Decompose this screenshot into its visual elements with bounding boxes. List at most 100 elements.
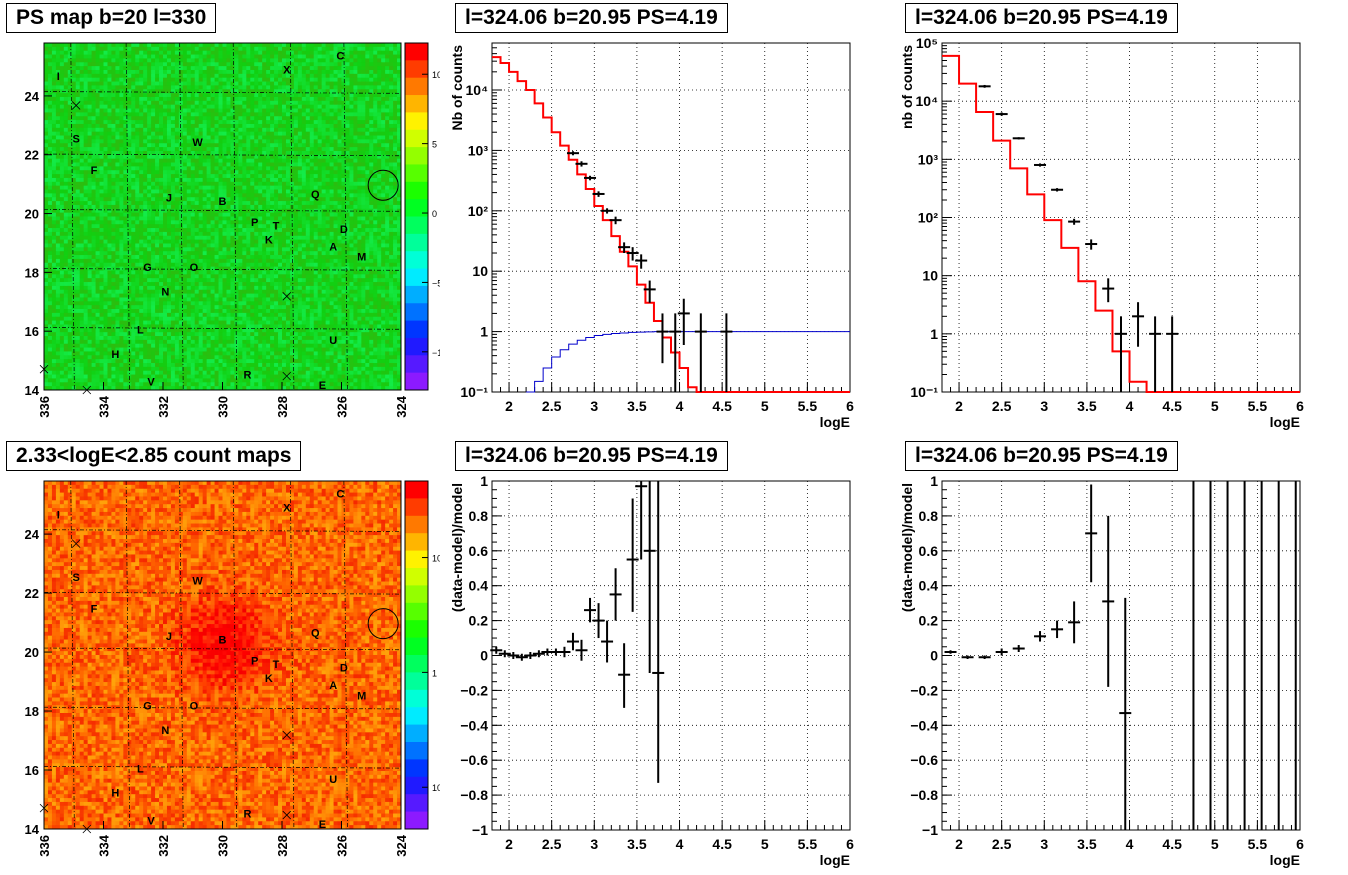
map-pixel	[333, 123, 338, 129]
map-pixel	[250, 212, 255, 217]
map-pixel	[147, 100, 152, 106]
map-pixel	[329, 224, 334, 229]
map-pixel	[389, 166, 394, 171]
map-pixel	[234, 104, 239, 109]
map-pixel	[222, 135, 227, 140]
map-pixel	[194, 251, 200, 256]
map-pixel	[325, 50, 330, 55]
map-pixel	[131, 81, 136, 86]
map-pixel	[166, 108, 172, 113]
map-pixel	[246, 120, 251, 125]
map-pixel	[95, 154, 100, 160]
map-pixel	[170, 208, 176, 214]
map-pixel	[194, 174, 200, 179]
map-pixel	[135, 112, 140, 117]
map-pixel	[190, 150, 196, 156]
map-pixel	[389, 46, 394, 52]
map-pixel	[190, 224, 196, 229]
map-pixel	[258, 93, 263, 98]
map-pixel	[357, 193, 362, 198]
map-pixel	[115, 104, 120, 109]
map-pixel	[381, 251, 386, 256]
map-pixel	[44, 193, 49, 198]
map-pixel	[79, 147, 85, 152]
map-pixel	[87, 131, 92, 136]
map-pixel	[301, 112, 307, 117]
map-pixel	[103, 166, 108, 171]
map-pixel	[174, 135, 180, 140]
map-pixel	[234, 96, 239, 102]
map-pixel	[266, 247, 271, 252]
map-pixel	[345, 170, 350, 175]
map-pixel	[111, 158, 116, 163]
map-pixel	[139, 255, 144, 260]
map-pixel	[345, 46, 350, 52]
map-pixel	[95, 174, 100, 179]
map-pixel	[159, 235, 164, 241]
map-pixel	[155, 50, 160, 55]
map-pixel	[361, 228, 366, 233]
map-pixel	[238, 66, 243, 71]
map-pixel	[393, 43, 398, 48]
map-pixel	[389, 231, 394, 237]
map-pixel	[293, 139, 299, 144]
map-pixel	[369, 189, 374, 194]
map-pixel	[182, 228, 188, 233]
map-pixel	[341, 123, 346, 129]
map-pixel	[182, 120, 188, 125]
map-pixel	[381, 143, 386, 148]
map-pixel	[190, 120, 196, 125]
map-pixel	[182, 69, 188, 75]
map-pixel	[258, 81, 263, 86]
map-pixel	[297, 231, 303, 237]
map-pixel	[115, 212, 120, 217]
map-pixel	[55, 108, 61, 113]
map-pixel	[139, 158, 144, 163]
map-pixel	[222, 43, 227, 48]
map-pixel	[230, 127, 235, 133]
map-pixel	[218, 216, 223, 221]
map-pixel	[139, 170, 144, 175]
map-pixel	[349, 243, 354, 248]
map-pixel	[325, 235, 330, 241]
map-pixel	[333, 58, 338, 63]
map-pixel	[182, 73, 188, 79]
map-pixel	[91, 158, 96, 163]
map-pixel	[170, 181, 176, 187]
map-pixel	[397, 147, 402, 152]
map-pixel	[285, 243, 291, 248]
map-pixel	[166, 251, 172, 256]
map-pixel	[309, 247, 315, 252]
map-pixel	[59, 166, 65, 171]
map-pixel	[139, 46, 144, 52]
map-pixel	[293, 116, 299, 121]
map-pixel	[79, 170, 85, 175]
map-pixel	[182, 166, 188, 171]
map-pixel	[107, 247, 112, 252]
map-pixel	[345, 224, 350, 229]
map-pixel	[51, 170, 57, 175]
map-pixel	[99, 120, 104, 125]
map-pixel	[198, 231, 204, 237]
map-pixel	[178, 212, 184, 217]
map-pixel	[262, 147, 267, 152]
map-pixel	[111, 96, 116, 102]
map-pixel	[174, 81, 180, 86]
map-pixel	[103, 131, 108, 136]
map-pixel	[333, 139, 338, 144]
map-pixel	[337, 143, 342, 148]
map-pixels	[44, 43, 402, 391]
map-pixel	[238, 112, 243, 117]
map-pixel	[285, 150, 291, 156]
map-pixel	[285, 131, 291, 136]
map-pixel	[44, 189, 49, 194]
map-pixel	[274, 208, 279, 214]
map-pixel	[353, 243, 358, 248]
map-pixel	[44, 220, 49, 225]
map-pixel	[226, 81, 231, 86]
map-pixel	[250, 243, 255, 248]
map-pixel	[357, 58, 362, 63]
map-pixel	[254, 247, 259, 252]
map-pixel	[75, 96, 81, 102]
map-pixel	[361, 185, 366, 190]
